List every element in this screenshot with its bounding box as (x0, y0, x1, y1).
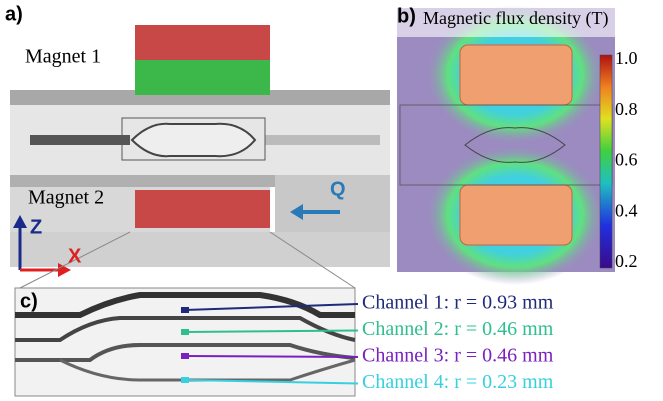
colorbar-title: Magnetic flux density (T) (423, 8, 608, 29)
magnet-label: Magnet 2 (28, 187, 104, 209)
axis-label: Z (30, 216, 42, 238)
magnet-label: Magnet 1 (25, 46, 101, 68)
channel-label: Channel 4: r = 0.23 mm (362, 371, 554, 393)
flow-label: Q (330, 178, 346, 200)
panel-c: c) Channel 1: r = 0.93 mm Channel 2: r = … (15, 288, 554, 396)
colorbar-tick-label: 0.6 (615, 150, 638, 170)
panel-label: b) (397, 5, 416, 27)
panel-b: b) Magnetic flux density (T) 1.0 0.8 0.6 0.… (397, 5, 638, 285)
channel-label: Channel 2: r = 0.46 mm (362, 318, 554, 340)
axis-label: X (68, 245, 82, 267)
panel-label: a) (5, 3, 23, 25)
channel-label: Channel 1: r = 0.93 mm (362, 292, 554, 314)
colorbar-tick-label: 0.2 (615, 251, 638, 271)
colorbar-tick-label: 1.0 (615, 48, 638, 68)
channel-label: Channel 3: r = 0.46 mm (362, 345, 554, 367)
leader-line (185, 356, 358, 357)
figure: a) Magnet 1 Magnet 2 Z X Q b) Magnetic f… (0, 0, 663, 401)
panel-a: a) Magnet 1 Magnet 2 Z X Q (5, 3, 390, 288)
panel-label: c) (20, 290, 38, 312)
colorbar-tick-label: 0.8 (615, 99, 638, 119)
colorbar-tick-label: 0.4 (615, 200, 638, 220)
